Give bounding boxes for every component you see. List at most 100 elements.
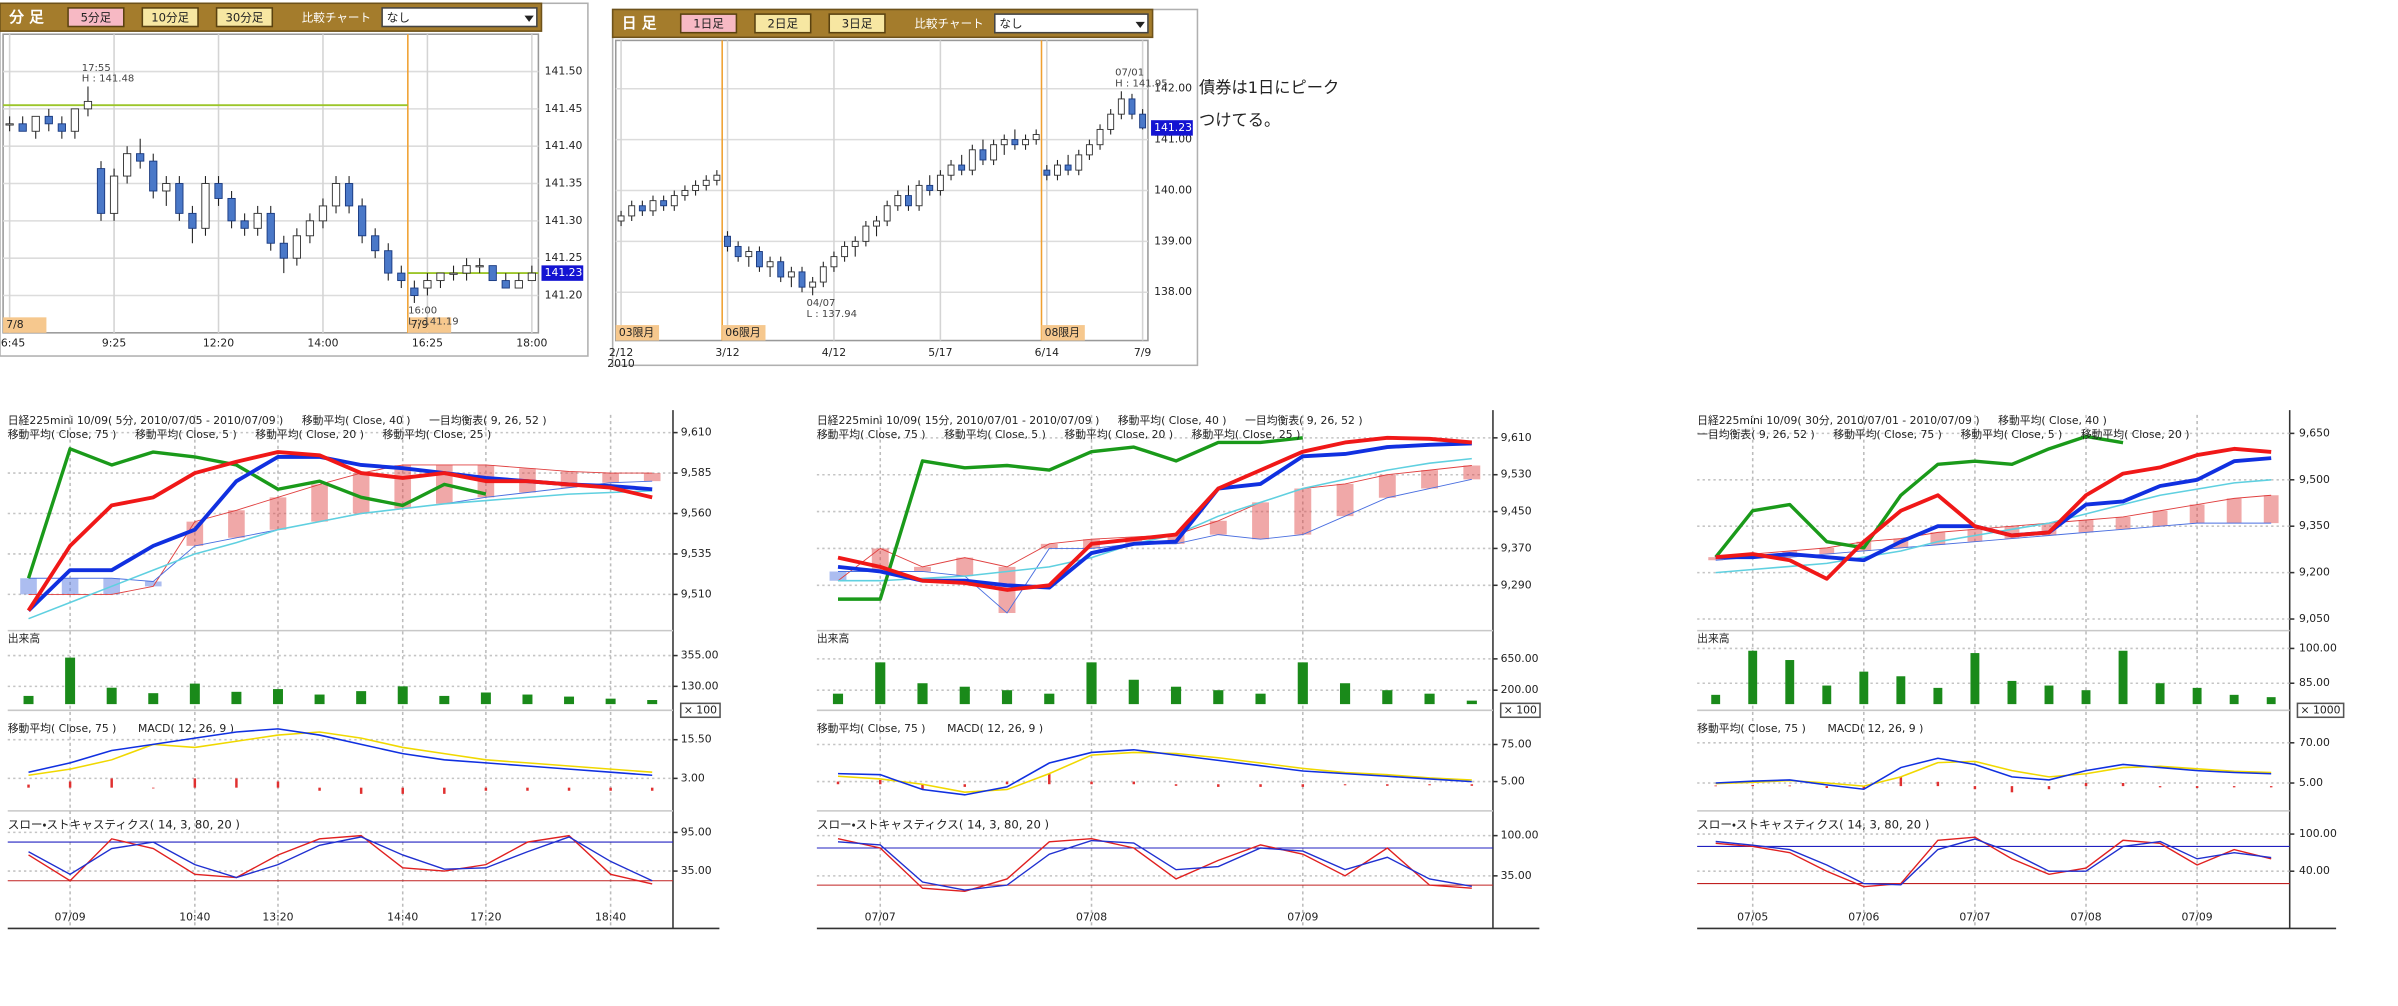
macd-histogram-bar bbox=[567, 787, 571, 791]
price-line bbox=[838, 457, 1472, 582]
volume-bar bbox=[189, 683, 200, 705]
macd-histogram-bar bbox=[526, 787, 529, 791]
y-tick-label: 141.00 bbox=[1154, 133, 1192, 146]
candle-body bbox=[1085, 144, 1093, 156]
macd-signal-line bbox=[28, 731, 653, 777]
legend-entry: 移動平均( Close, 75 ) bbox=[8, 427, 117, 441]
x-tick-label: 07/09 bbox=[2182, 911, 2213, 924]
y-tick-label: 9,610 bbox=[681, 426, 712, 439]
volume-bar bbox=[564, 696, 575, 705]
macd-histogram-bar bbox=[2269, 786, 2273, 788]
x-tick-label: 18:00 bbox=[516, 337, 547, 350]
candle-body bbox=[423, 280, 432, 289]
compare-select-value[interactable]: なし bbox=[387, 10, 410, 24]
cloud-span-b bbox=[28, 480, 653, 582]
candle-body bbox=[292, 235, 301, 259]
period-button-label[interactable]: 30分足 bbox=[225, 10, 263, 24]
volume-bar bbox=[647, 700, 658, 705]
macd-histogram-bar bbox=[2158, 786, 2162, 788]
volume-bar bbox=[1785, 660, 1795, 705]
volume-bar bbox=[106, 687, 117, 705]
volume-bar bbox=[522, 694, 533, 705]
candle-body bbox=[410, 287, 419, 296]
legend-entry: 移動平均( Close, 25 ) bbox=[1192, 427, 1301, 441]
period-button[interactable] bbox=[754, 13, 812, 34]
y-tick-label: 100.00 bbox=[1501, 829, 1539, 842]
y-tick-label: 9,560 bbox=[681, 507, 712, 520]
candle-body bbox=[798, 271, 806, 288]
x-tick-label: 13:20 bbox=[262, 911, 293, 924]
candle-body bbox=[638, 205, 646, 212]
compare-label: 比較チャート bbox=[302, 10, 371, 24]
macd-histogram-bar bbox=[401, 787, 404, 794]
volume-bar bbox=[314, 694, 325, 705]
y-tick-label: 140.00 bbox=[1154, 183, 1192, 196]
volume-bar bbox=[1711, 694, 1721, 705]
y-tick-label: 100.00 bbox=[2299, 641, 2337, 654]
macd-line bbox=[28, 728, 653, 777]
candle-body bbox=[1117, 98, 1125, 115]
price-line bbox=[26, 447, 487, 579]
period-button-label[interactable]: 2日足 bbox=[768, 17, 799, 31]
candle-body bbox=[649, 200, 657, 212]
session-label-box bbox=[1041, 325, 1085, 341]
candle-body bbox=[830, 256, 838, 268]
candle-body bbox=[1032, 134, 1040, 141]
legend-entry: 移動平均( Close, 20 ) bbox=[2081, 427, 2190, 441]
volume-bar bbox=[2155, 683, 2165, 705]
x-tick-label: 6/14 bbox=[1035, 346, 1059, 359]
volume-bar bbox=[2007, 680, 2017, 705]
y-tick-label: 70.00 bbox=[2299, 736, 2330, 749]
candle-body bbox=[31, 115, 40, 132]
volume-bar bbox=[1466, 700, 1477, 705]
candle-body bbox=[628, 205, 636, 217]
volume-unit: × 100 bbox=[1504, 703, 1537, 716]
compare-select[interactable] bbox=[381, 7, 538, 28]
stochastic-k-line bbox=[28, 834, 653, 885]
volume-bar bbox=[480, 692, 491, 705]
period-button[interactable] bbox=[67, 7, 125, 28]
macd-signal-line bbox=[837, 751, 1472, 793]
y-tick-label: 141.35 bbox=[545, 177, 583, 190]
candle-body bbox=[1022, 139, 1029, 146]
last-price-box bbox=[541, 265, 584, 281]
candle-body bbox=[240, 220, 249, 229]
session-label: 7/8 bbox=[6, 318, 24, 331]
period-button-label[interactable]: 10分足 bbox=[151, 10, 189, 24]
candle-body bbox=[358, 205, 367, 237]
session-label-box bbox=[615, 325, 660, 341]
macd-histogram-bar bbox=[921, 784, 924, 790]
candle-body bbox=[702, 179, 710, 186]
compare-select-value[interactable]: なし bbox=[999, 17, 1022, 31]
period-button[interactable] bbox=[679, 13, 738, 34]
y-tick-label: 9,585 bbox=[681, 466, 712, 479]
candle-body bbox=[1043, 169, 1051, 176]
compare-select[interactable] bbox=[994, 13, 1149, 34]
annotation: H : 141.95 bbox=[1115, 79, 1167, 90]
x-tick-label: 3/12 bbox=[715, 346, 739, 359]
legend-entry: 日経225mini 10/09( 5分, 2010/07/05 - 2010/0… bbox=[8, 414, 284, 427]
legend-entry: 移動平均( Close, 40 ) bbox=[1118, 413, 1227, 427]
period-button[interactable] bbox=[141, 7, 199, 28]
period-button-label[interactable]: 1日足 bbox=[693, 17, 724, 31]
macd-histogram-bar bbox=[1973, 786, 1977, 790]
period-button[interactable] bbox=[828, 13, 886, 34]
period-button-label[interactable]: 3日足 bbox=[842, 17, 873, 31]
volume-bar bbox=[2266, 697, 2276, 705]
x-tick-label: 14:00 bbox=[307, 337, 338, 350]
period-button[interactable] bbox=[215, 7, 274, 28]
y-tick-label: 100.00 bbox=[2299, 827, 2337, 840]
y-tick-label: 141.25 bbox=[545, 251, 583, 264]
annotation: 17:55 bbox=[82, 63, 111, 74]
legend-entry: 移動平均( Close, 20 ) bbox=[255, 427, 364, 441]
candle-body bbox=[617, 215, 625, 222]
period-button-label[interactable]: 5分足 bbox=[81, 10, 112, 24]
macd-histogram-bar bbox=[2195, 786, 2199, 788]
legend-entry: 移動平均( Close, 75 ) bbox=[1833, 427, 1942, 441]
y-tick-label: 9,350 bbox=[2299, 519, 2330, 532]
volume-bar bbox=[1748, 650, 1758, 705]
candle-body bbox=[745, 251, 753, 258]
legend-entry: 一目均衡表( 9, 26, 52 ) bbox=[429, 413, 547, 427]
volume-bar bbox=[1170, 686, 1182, 705]
